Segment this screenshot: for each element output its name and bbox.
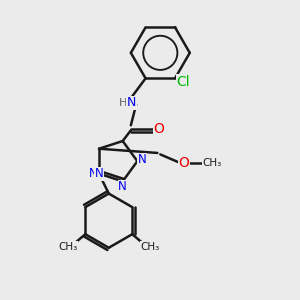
Text: O: O [153, 122, 164, 136]
Text: CH₃: CH₃ [202, 158, 221, 168]
Text: N: N [137, 153, 146, 166]
Text: N: N [94, 167, 103, 180]
Text: N: N [89, 167, 98, 180]
Text: N: N [127, 96, 136, 110]
Text: CH₃: CH₃ [58, 242, 77, 252]
Text: N: N [118, 180, 127, 193]
Text: O: O [178, 156, 189, 170]
Text: CH₃: CH₃ [140, 242, 160, 252]
Text: H: H [119, 98, 128, 108]
Text: Cl: Cl [176, 75, 190, 89]
